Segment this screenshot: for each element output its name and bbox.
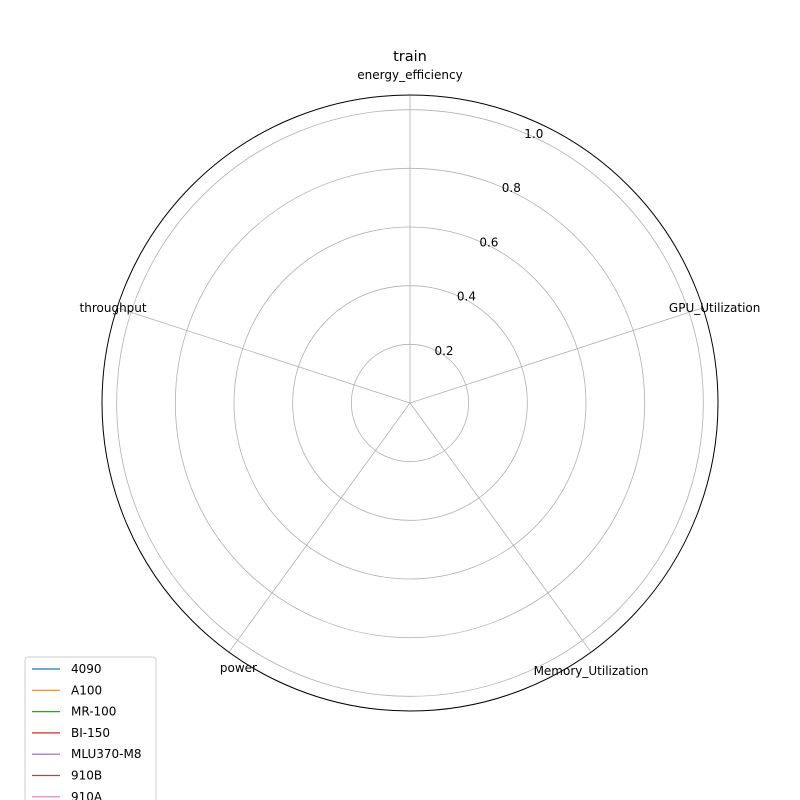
- legend-label: 910B: [71, 769, 102, 783]
- legend-label: BI-150: [71, 726, 110, 740]
- spoke-throughput: [116, 307, 411, 404]
- legend-label: MR-100: [71, 705, 116, 719]
- radial-tick-label: 1.0: [524, 127, 543, 141]
- radar-spokes: [116, 95, 704, 653]
- axis-label-energy_efficiency: energy_efficiency: [357, 68, 462, 82]
- axis-label-Memory_Utilization: Memory_Utilization: [534, 664, 649, 678]
- legend-label: A100: [71, 683, 102, 697]
- radial-tick-label: 0.6: [479, 235, 498, 249]
- radial-tick-label: 0.8: [502, 181, 521, 195]
- axis-label-throughput: throughput: [80, 301, 147, 315]
- legend-label: 910A: [71, 790, 103, 800]
- legend-label: 4090: [71, 662, 102, 676]
- spoke-GPU_Utilization: [409, 307, 704, 404]
- radial-tick-label: 0.4: [457, 290, 476, 304]
- outer-frame: [101, 94, 719, 712]
- legend: 4090 A100 MR-100 BI-150 MLU370-M8 910B 910A: [24, 656, 157, 800]
- radial-tick-labels: 0.2 0.4 0.6 0.8 1.0: [434, 127, 543, 358]
- spoke-Memory_Utilization: [409, 402, 592, 653]
- chart-title: train: [393, 49, 427, 65]
- axis-label-power: power: [220, 661, 257, 675]
- legend-label: MLU370-M8: [71, 747, 141, 761]
- radial-tick-label: 0.2: [434, 344, 453, 358]
- legend-box: [24, 656, 157, 800]
- axis-label-GPU_Utilization: GPU_Utilization: [669, 301, 760, 315]
- spoke-power: [228, 402, 411, 653]
